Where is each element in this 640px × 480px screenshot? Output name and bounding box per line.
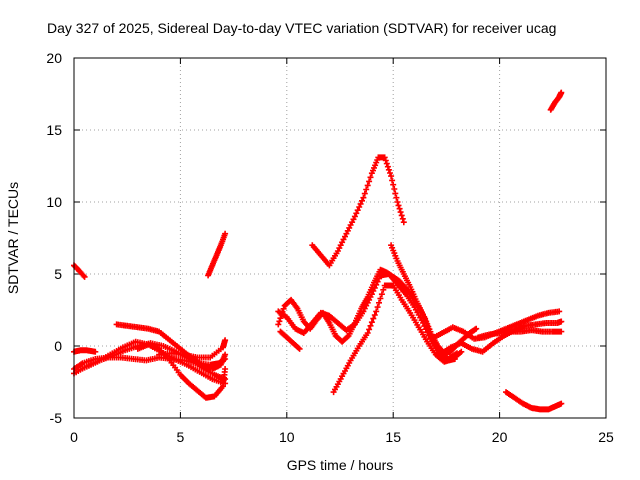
x-tick-label: 25 bbox=[598, 429, 614, 445]
y-axis-label: SDTVAR / TECUs bbox=[5, 182, 21, 294]
series-arc-h bbox=[156, 337, 229, 361]
y-tick-label: 5 bbox=[54, 266, 62, 282]
x-tick-label: 10 bbox=[279, 429, 295, 445]
axis-ticks: 0 5 10 15 20 25 -5 0 5 10 15 20 bbox=[46, 50, 614, 445]
plus-markers bbox=[309, 154, 407, 269]
plus-markers bbox=[156, 337, 229, 361]
y-tick-label: 15 bbox=[46, 122, 62, 138]
y-tick-label: 0 bbox=[54, 338, 62, 354]
series-arc-m bbox=[309, 154, 407, 269]
x-tick-label: 0 bbox=[70, 429, 78, 445]
plus-markers bbox=[475, 327, 565, 341]
x-axis-label: GPS time / hours bbox=[287, 457, 394, 473]
x-tick-label: 20 bbox=[492, 429, 508, 445]
plus-markers bbox=[277, 328, 303, 352]
series-arc-l bbox=[277, 328, 303, 352]
y-tick-label: 20 bbox=[46, 50, 62, 66]
series-arc-i bbox=[205, 230, 229, 279]
plus-markers bbox=[134, 341, 229, 401]
y-tick-label: -5 bbox=[50, 410, 63, 426]
plus-markers bbox=[547, 89, 565, 113]
series-arc-r bbox=[475, 327, 565, 341]
chart-title: Day 327 of 2025, Sidereal Day-to-day VTE… bbox=[47, 20, 556, 36]
plot-frame bbox=[73, 57, 607, 419]
data-series bbox=[71, 89, 565, 413]
y-tick-label: 10 bbox=[46, 194, 62, 210]
x-tick-label: 5 bbox=[177, 429, 185, 445]
series-arc-t bbox=[547, 89, 565, 113]
plus-markers bbox=[503, 389, 565, 413]
x-tick-label: 15 bbox=[385, 429, 401, 445]
plus-markers bbox=[205, 230, 229, 279]
series-arc-g bbox=[134, 341, 229, 401]
series-arc-s bbox=[503, 389, 565, 413]
